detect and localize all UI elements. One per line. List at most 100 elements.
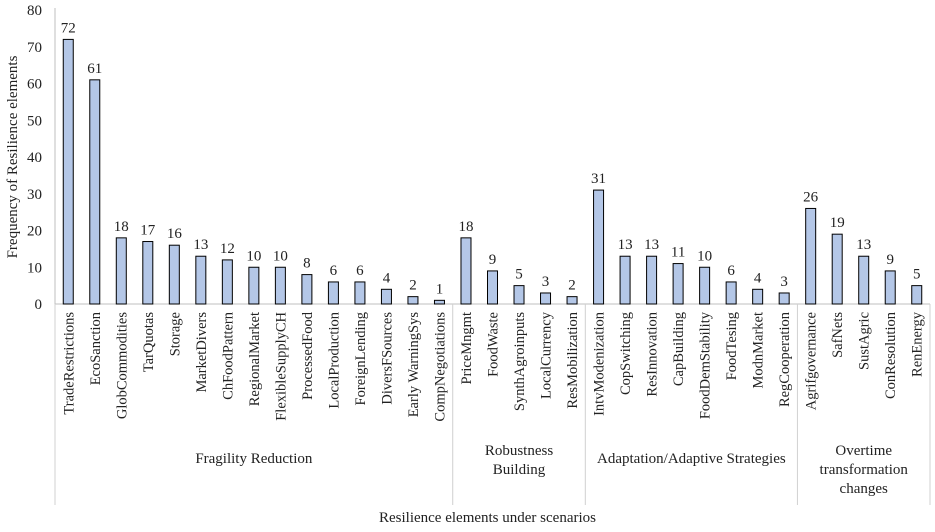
category-label: CapBuilding	[671, 312, 687, 386]
bar-intvmodenization	[593, 189, 605, 305]
bar-diversfsources	[380, 288, 392, 305]
value-label: 1	[436, 281, 444, 297]
value-label: 6	[356, 263, 364, 279]
category-label: TarQuotas	[141, 312, 157, 373]
x-axis-title: Resilience elements under scenarios	[379, 510, 596, 526]
value-label: 10	[246, 248, 261, 264]
value-label: 2	[409, 278, 417, 294]
bar-modnmarket	[752, 288, 764, 305]
y-tick-label: 60	[27, 77, 42, 93]
category-label: CopSwitching	[618, 312, 634, 395]
bar-regionalmarket	[248, 266, 260, 305]
bar-copswitching	[619, 255, 631, 305]
value-label: 19	[830, 215, 845, 231]
value-label: 9	[489, 252, 497, 268]
group-label: Overtime	[835, 443, 892, 459]
value-label: 10	[273, 248, 288, 264]
value-label: 2	[568, 278, 576, 294]
bar-capbuilding	[672, 263, 684, 305]
category-label: ForeignLending	[353, 312, 369, 405]
value-label: 4	[754, 270, 762, 286]
value-label: 13	[644, 237, 659, 253]
category-label: RegCooperation	[777, 311, 793, 407]
bar-ecosanction	[89, 79, 101, 305]
category-label: RenEnergy	[910, 311, 926, 377]
category-label: ProcessedFood	[300, 311, 316, 400]
category-label: FoodTesing	[724, 312, 740, 380]
category-label: RegionalMarket	[247, 312, 263, 406]
y-tick-label: 70	[27, 40, 42, 56]
y-tick-label: 50	[27, 113, 42, 129]
y-axis-title: Frequency of Resilience elements	[5, 55, 21, 258]
value-label: 3	[780, 274, 788, 290]
value-label: 9	[886, 252, 894, 268]
bar-foodwaste	[487, 270, 498, 305]
axes-layer: 0 10 20 30 40 50 60 70 80	[27, 3, 931, 505]
y-tick-label: 0	[35, 297, 43, 313]
y-tick-label: 80	[27, 3, 42, 19]
value-label: 6	[330, 263, 338, 279]
category-label: EcoSanction	[88, 311, 104, 385]
bar-conresolution	[884, 270, 896, 305]
labels-layer: Frequency of Resilience elements 72 TradeR…	[5, 20, 926, 526]
category-label: ConResolution	[883, 311, 899, 399]
category-label: ChFoodPattern	[220, 311, 236, 400]
group-label: changes	[840, 481, 888, 497]
bar-sustagric	[858, 255, 870, 305]
group-label: Fragility Reduction	[195, 451, 313, 467]
category-label: Storage	[167, 312, 183, 356]
category-label: MarketDivers	[194, 312, 210, 393]
category-label: FoodDemStability	[698, 311, 714, 419]
bar-renenergy	[911, 285, 923, 305]
bar-foreignlending	[354, 281, 366, 305]
category-label: ModnMarket	[751, 312, 767, 389]
value-label: 13	[193, 237, 208, 253]
category-label: ResInnovation	[645, 311, 661, 396]
value-label: 12	[220, 241, 235, 257]
value-label: 16	[167, 226, 183, 242]
bar-foodtesing	[725, 281, 737, 305]
group-label: Robustness	[485, 443, 554, 459]
category-label: DiversFSources	[379, 312, 395, 405]
y-tick-label: 20	[27, 224, 42, 240]
bar-regcooperation	[778, 292, 790, 305]
category-label: SustAgric	[857, 312, 873, 370]
bar-safnets	[831, 233, 843, 305]
y-tick-label: 40	[27, 150, 42, 166]
bar-localcurrency	[540, 292, 552, 305]
group-label: Building	[493, 462, 546, 478]
bar-traderestrictions	[62, 38, 74, 305]
value-label: 6	[727, 263, 735, 279]
category-label: SafNets	[830, 312, 846, 358]
bar-chfoodpattern	[221, 259, 233, 305]
bar-fooddemstability	[699, 266, 711, 305]
category-label: FoodWaste	[486, 312, 502, 377]
value-label: 18	[114, 219, 129, 235]
bar-agrifgovernance	[805, 207, 817, 305]
bar-processedfood	[301, 274, 313, 305]
group-label: Adaptation/Adaptive Strategies	[597, 451, 786, 467]
bars-layer	[62, 38, 923, 305]
value-label: 13	[618, 237, 633, 253]
group-label: transformation	[820, 462, 909, 478]
category-label: TradeRestrictions	[61, 312, 77, 415]
value-label: 8	[303, 256, 311, 272]
bar-globcommodities	[115, 237, 127, 305]
bar-tarquotas	[142, 241, 154, 305]
bar-resmobilization	[566, 296, 578, 305]
category-label: CompNegotiations	[432, 312, 448, 422]
bar-compnegotiations	[433, 299, 445, 305]
bar-storage	[168, 244, 180, 305]
bar-marketdivers	[195, 255, 207, 305]
category-label: Agrifgovernance	[804, 312, 820, 410]
bar-flexiblesupplych	[274, 266, 286, 305]
category-label: IntvModenization	[592, 311, 608, 416]
value-label: 13	[856, 237, 871, 253]
category-label: PriceMngmt	[459, 312, 475, 385]
value-label: 10	[697, 248, 712, 264]
category-label: LocalProduction	[326, 311, 342, 408]
value-label: 31	[591, 171, 606, 187]
category-label: ResMobilization	[565, 311, 581, 408]
